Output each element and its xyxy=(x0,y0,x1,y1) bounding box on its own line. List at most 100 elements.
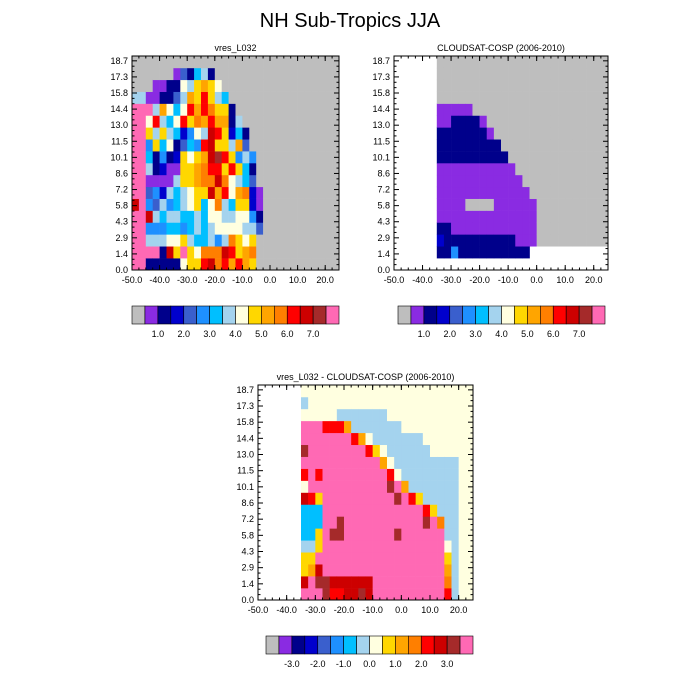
heatmap-cell xyxy=(358,528,366,541)
heatmap-cell xyxy=(436,67,445,81)
heatmap-cell xyxy=(256,210,264,223)
heatmap-cell xyxy=(180,186,188,199)
heatmap-cell xyxy=(465,246,473,259)
heatmap-cell xyxy=(166,103,174,116)
heatmap-cell xyxy=(276,198,285,211)
heatmap-cell xyxy=(529,222,537,235)
heatmap-cell xyxy=(132,67,140,81)
colorbar-box xyxy=(540,305,554,325)
colorbar-box xyxy=(382,635,396,655)
heatmap-cell xyxy=(270,139,278,152)
heatmap-cell xyxy=(304,103,312,116)
heatmap-cell xyxy=(315,468,323,481)
heatmap-cell xyxy=(465,408,474,422)
heatmap-cell xyxy=(180,163,188,176)
heatmap-cell xyxy=(372,408,381,422)
heatmap-cell xyxy=(152,103,160,116)
heatmap-cell xyxy=(593,234,602,247)
heatmap-cell xyxy=(444,504,452,517)
heatmap-cell xyxy=(522,103,530,116)
heatmap-cell xyxy=(458,139,466,152)
y-tick-label: 10.1 xyxy=(110,152,128,162)
heatmap-cell xyxy=(401,480,409,493)
panel-title: vres_L032 xyxy=(214,43,256,53)
heatmap-cell xyxy=(436,198,445,211)
colorbar: 1.0 2.0 3.0 4.0 5.0 6.0 7.0 xyxy=(131,305,340,339)
heatmap-cell xyxy=(536,103,545,116)
heatmap-cell xyxy=(465,115,473,128)
heatmap-cell xyxy=(408,420,416,434)
heatmap-cell xyxy=(283,79,291,92)
heatmap-cell xyxy=(336,468,345,481)
heatmap-cell xyxy=(152,258,160,271)
heatmap-cell xyxy=(458,528,467,541)
heatmap-cell xyxy=(394,385,402,398)
heatmap-cell xyxy=(276,103,285,116)
heatmap-cell xyxy=(579,79,587,92)
heatmap-cell xyxy=(451,79,459,92)
heatmap-cell xyxy=(508,115,516,128)
heatmap-cell xyxy=(522,174,530,188)
heatmap-cell xyxy=(152,115,160,128)
heatmap-cell xyxy=(415,516,424,529)
heatmap-cell xyxy=(422,540,431,553)
heatmap-cell xyxy=(472,115,480,128)
heatmap-cell xyxy=(430,516,438,529)
heatmap-cell xyxy=(145,67,153,81)
y-tick-label: 17.3 xyxy=(372,72,390,82)
heatmap-cell xyxy=(465,564,474,577)
heatmap-cell xyxy=(290,186,298,199)
heatmap-cell xyxy=(444,408,452,422)
heatmap-cell xyxy=(486,151,495,164)
heatmap-cell xyxy=(372,456,381,469)
heatmap-cell xyxy=(465,151,473,164)
panel-2: CLOUDSAT-COSP (2006-2010)-50.0 -40.0 -30.0… xyxy=(372,43,609,339)
heatmap-cell xyxy=(301,492,309,505)
heatmap-cell xyxy=(297,67,305,81)
heatmap-cell xyxy=(318,151,326,164)
heatmap-cell xyxy=(472,67,480,81)
heatmap-cell xyxy=(479,174,488,188)
heatmap-cell xyxy=(600,103,609,116)
heatmap-cell xyxy=(379,396,388,410)
heatmap-cell xyxy=(465,210,473,223)
heatmap-cell xyxy=(586,234,595,247)
heatmap-cell xyxy=(515,115,523,128)
heatmap-cell xyxy=(207,174,216,188)
colorbar-box xyxy=(209,305,223,325)
heatmap-cell xyxy=(249,163,257,176)
colorbar-box xyxy=(436,305,451,325)
heatmap-cell xyxy=(228,115,236,128)
heatmap-cell xyxy=(290,56,298,69)
heatmap-cell xyxy=(579,234,587,247)
heatmap-cell xyxy=(228,198,236,211)
heatmap-cell xyxy=(276,174,285,188)
heatmap-cell xyxy=(529,139,537,152)
heatmap-cell xyxy=(308,492,316,505)
colorbar-box xyxy=(475,305,489,325)
x-tick-label: -30.0 xyxy=(177,275,198,285)
heatmap-cell xyxy=(207,186,216,199)
colorbar-label: 6.0 xyxy=(547,329,560,339)
heatmap-cell xyxy=(379,492,388,505)
heatmap-cell xyxy=(344,468,352,481)
heatmap-cell xyxy=(311,127,319,140)
heatmap-cell xyxy=(166,222,174,235)
heatmap-cell xyxy=(387,552,395,565)
heatmap-cell xyxy=(132,79,140,92)
heatmap-cell xyxy=(479,222,488,235)
heatmap-cell xyxy=(451,385,459,398)
heatmap-cell xyxy=(408,480,416,493)
heatmap-cell xyxy=(379,588,388,601)
heatmap-cell xyxy=(579,139,587,152)
heatmap-cell xyxy=(593,151,602,164)
heatmap-cell xyxy=(145,103,153,116)
heatmap-cell xyxy=(283,186,291,199)
heatmap-cell xyxy=(283,127,291,140)
heatmap-cell xyxy=(263,79,271,92)
heatmap-cell xyxy=(451,552,459,565)
heatmap-cell xyxy=(422,408,431,422)
heatmap-cell xyxy=(194,79,202,92)
heatmap-cell xyxy=(600,186,609,199)
heatmap-cell xyxy=(565,222,573,235)
